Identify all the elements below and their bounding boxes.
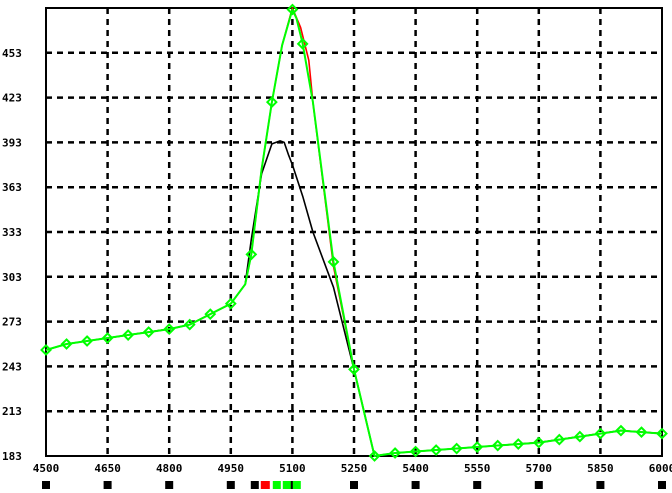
series-point-2 [204, 308, 217, 321]
series-point-2 [296, 37, 309, 50]
series-point-2 [265, 96, 278, 108]
x-tick-label: 5550 [464, 462, 491, 475]
bottom-marker [473, 481, 482, 489]
series-point-2 [245, 248, 258, 261]
bottom-marker [350, 481, 358, 489]
x-axis-ticks: 4500 4650 4800 4950 5100 5250 5400 5550 5700 5850… [33, 462, 672, 475]
bottom-marker [596, 481, 605, 489]
series-point-2 [430, 444, 443, 456]
bottom-marker [288, 481, 297, 489]
series-point-2 [368, 450, 381, 462]
x-tick-label: 4800 [156, 462, 183, 475]
series-point-2 [471, 441, 484, 453]
bottom-marker [411, 481, 420, 489]
bottom-marker [165, 481, 174, 489]
series-point-2 [553, 433, 566, 446]
series-point-2 [81, 335, 93, 347]
y-tick-label: 183 [2, 450, 22, 463]
legend-swatch [272, 481, 281, 489]
series-point-2 [491, 439, 504, 452]
y-tick-label: 333 [2, 226, 22, 239]
series-point-2 [183, 318, 196, 331]
series-point-2 [40, 344, 52, 356]
series-point-2 [60, 338, 73, 350]
y-tick-label: 393 [2, 136, 22, 149]
series-point-2 [163, 323, 176, 335]
bottom-marker [226, 481, 235, 489]
series-point-2 [573, 430, 586, 443]
legend-swatch [282, 481, 291, 489]
series-point-2 [532, 436, 545, 449]
y-tick-label: 213 [2, 405, 22, 418]
y-axis-ticks: 183 213 243 273 303 333 363 393 423 453 [2, 47, 22, 463]
series-point-2 [615, 424, 627, 437]
legend-swatch [250, 481, 259, 489]
series-point-2 [224, 297, 237, 310]
series-point-2 [409, 445, 422, 458]
series-point-2 [635, 426, 648, 439]
x-tick-label: 6000 [649, 462, 672, 475]
series-point-2 [348, 363, 360, 376]
x-tick-label: 5100 [279, 462, 306, 475]
y-tick-label: 423 [2, 92, 22, 105]
legend-swatch [292, 481, 301, 489]
bottom-marker [534, 481, 543, 489]
series-point-2 [286, 3, 299, 16]
y-tick-label: 363 [2, 181, 22, 194]
x-tick-label: 4950 [218, 462, 245, 475]
series-point-2 [142, 326, 155, 338]
series-point-2 [594, 427, 607, 440]
y-tick-label: 273 [2, 316, 22, 329]
y-tick-label: 303 [2, 271, 22, 284]
grid [45, 7, 663, 457]
series-point-2 [512, 438, 525, 450]
x-tick-label: 5700 [526, 462, 553, 475]
bottom-marker [103, 481, 112, 489]
series-point-2 [389, 447, 401, 459]
series-point-2 [122, 329, 135, 341]
series-point-2 [450, 442, 463, 455]
series-point-2 [101, 332, 114, 344]
x-tick-label: 5400 [402, 462, 429, 475]
bottom-marker [42, 481, 50, 489]
x-tick-label: 5850 [587, 462, 614, 475]
bottom-marker [658, 481, 666, 489]
series-point-2 [656, 427, 668, 440]
legend-swatch [266, 481, 270, 489]
x-tick-label: 4650 [94, 462, 121, 475]
x-tick-label: 5250 [341, 462, 368, 475]
y-tick-label: 243 [2, 360, 22, 373]
y-tick-label: 453 [2, 47, 22, 60]
series-point-2 [327, 255, 340, 268]
legend-swatch [260, 481, 269, 489]
bottom-markers [42, 481, 666, 489]
series-layer [40, 3, 668, 462]
x-tick-label: 4500 [33, 462, 60, 475]
